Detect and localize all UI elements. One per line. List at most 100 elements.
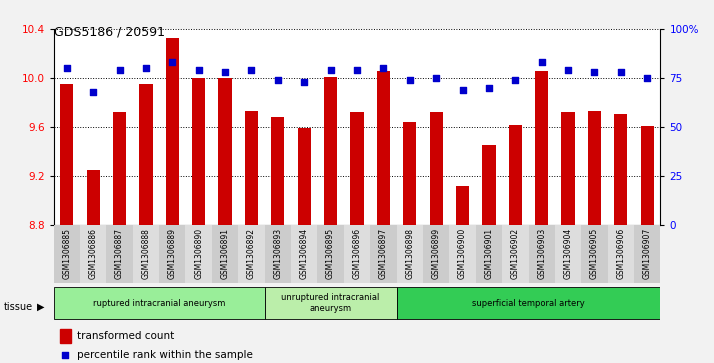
- Point: [615, 69, 627, 75]
- Text: GSM1306887: GSM1306887: [115, 228, 124, 279]
- Text: GSM1306906: GSM1306906: [616, 228, 625, 279]
- Text: superficial temporal artery: superficial temporal artery: [472, 299, 585, 307]
- Point: [140, 65, 151, 71]
- Point: [166, 60, 178, 65]
- Text: GDS5186 / 20591: GDS5186 / 20591: [54, 25, 164, 38]
- Bar: [86, 170, 100, 225]
- Bar: [291, 225, 318, 283]
- Bar: [218, 78, 231, 225]
- Bar: [502, 225, 528, 283]
- Text: GSM1306885: GSM1306885: [62, 228, 71, 279]
- Bar: [588, 111, 601, 225]
- Point: [246, 67, 257, 73]
- Point: [404, 77, 416, 83]
- Text: GSM1306889: GSM1306889: [168, 228, 177, 279]
- Point: [378, 65, 389, 71]
- Bar: [403, 122, 416, 225]
- Bar: [245, 111, 258, 225]
- Bar: [396, 225, 423, 283]
- Text: GSM1306896: GSM1306896: [353, 228, 361, 279]
- Text: ruptured intracranial aneurysm: ruptured intracranial aneurysm: [93, 299, 226, 307]
- Bar: [133, 225, 159, 283]
- Text: percentile rank within the sample: percentile rank within the sample: [76, 350, 253, 360]
- Point: [59, 352, 71, 358]
- Point: [589, 69, 600, 75]
- Bar: [265, 225, 291, 283]
- Bar: [265, 287, 396, 319]
- Bar: [351, 112, 363, 225]
- Bar: [476, 225, 502, 283]
- Bar: [166, 38, 179, 225]
- Bar: [608, 225, 634, 283]
- Text: GSM1306907: GSM1306907: [643, 228, 652, 279]
- Text: transformed count: transformed count: [76, 331, 174, 341]
- Bar: [113, 112, 126, 225]
- Point: [642, 75, 653, 81]
- Bar: [324, 77, 337, 225]
- Text: GSM1306893: GSM1306893: [273, 228, 282, 279]
- Text: GSM1306891: GSM1306891: [221, 228, 230, 279]
- Point: [563, 67, 574, 73]
- Bar: [186, 225, 212, 283]
- Point: [193, 67, 204, 73]
- Bar: [423, 225, 449, 283]
- Bar: [318, 225, 344, 283]
- Bar: [106, 225, 133, 283]
- Text: GSM1306903: GSM1306903: [537, 228, 546, 279]
- Bar: [298, 128, 311, 225]
- Bar: [54, 287, 265, 319]
- Text: GSM1306899: GSM1306899: [432, 228, 441, 279]
- Bar: [640, 126, 654, 225]
- Point: [457, 87, 468, 93]
- Point: [536, 60, 548, 65]
- Bar: [449, 225, 476, 283]
- Text: GSM1306895: GSM1306895: [326, 228, 335, 279]
- Text: GSM1306902: GSM1306902: [511, 228, 520, 279]
- Text: GSM1306897: GSM1306897: [379, 228, 388, 279]
- Point: [351, 67, 363, 73]
- Bar: [535, 71, 548, 225]
- Bar: [581, 225, 608, 283]
- Bar: [238, 225, 265, 283]
- Bar: [60, 329, 71, 343]
- Point: [510, 77, 521, 83]
- Bar: [528, 225, 555, 283]
- Bar: [614, 114, 628, 225]
- Bar: [139, 84, 153, 225]
- Bar: [377, 71, 390, 225]
- Bar: [344, 225, 370, 283]
- Bar: [370, 225, 396, 283]
- Point: [483, 85, 495, 91]
- Text: GSM1306898: GSM1306898: [406, 228, 414, 279]
- Text: GSM1306886: GSM1306886: [89, 228, 98, 279]
- Bar: [561, 112, 575, 225]
- Bar: [508, 125, 522, 225]
- Point: [61, 65, 72, 71]
- Bar: [483, 146, 496, 225]
- Bar: [430, 112, 443, 225]
- Bar: [80, 225, 106, 283]
- Bar: [212, 225, 238, 283]
- Point: [298, 79, 310, 85]
- Bar: [634, 225, 660, 283]
- Bar: [456, 186, 469, 225]
- Text: GSM1306890: GSM1306890: [194, 228, 203, 279]
- Text: GSM1306905: GSM1306905: [590, 228, 599, 279]
- Bar: [192, 78, 206, 225]
- Text: GSM1306892: GSM1306892: [247, 228, 256, 279]
- Point: [325, 67, 336, 73]
- Text: GSM1306904: GSM1306904: [563, 228, 573, 279]
- Text: unruptured intracranial
aneurysm: unruptured intracranial aneurysm: [281, 293, 380, 313]
- Text: GSM1306888: GSM1306888: [141, 228, 151, 279]
- Text: GSM1306900: GSM1306900: [458, 228, 467, 279]
- Text: ▶: ▶: [37, 302, 45, 312]
- Point: [272, 77, 283, 83]
- Text: GSM1306894: GSM1306894: [300, 228, 308, 279]
- Text: GSM1306901: GSM1306901: [484, 228, 493, 279]
- Bar: [60, 84, 74, 225]
- Text: tissue: tissue: [4, 302, 33, 312]
- Point: [114, 67, 125, 73]
- Bar: [54, 225, 80, 283]
- Bar: [396, 287, 660, 319]
- Point: [87, 89, 99, 95]
